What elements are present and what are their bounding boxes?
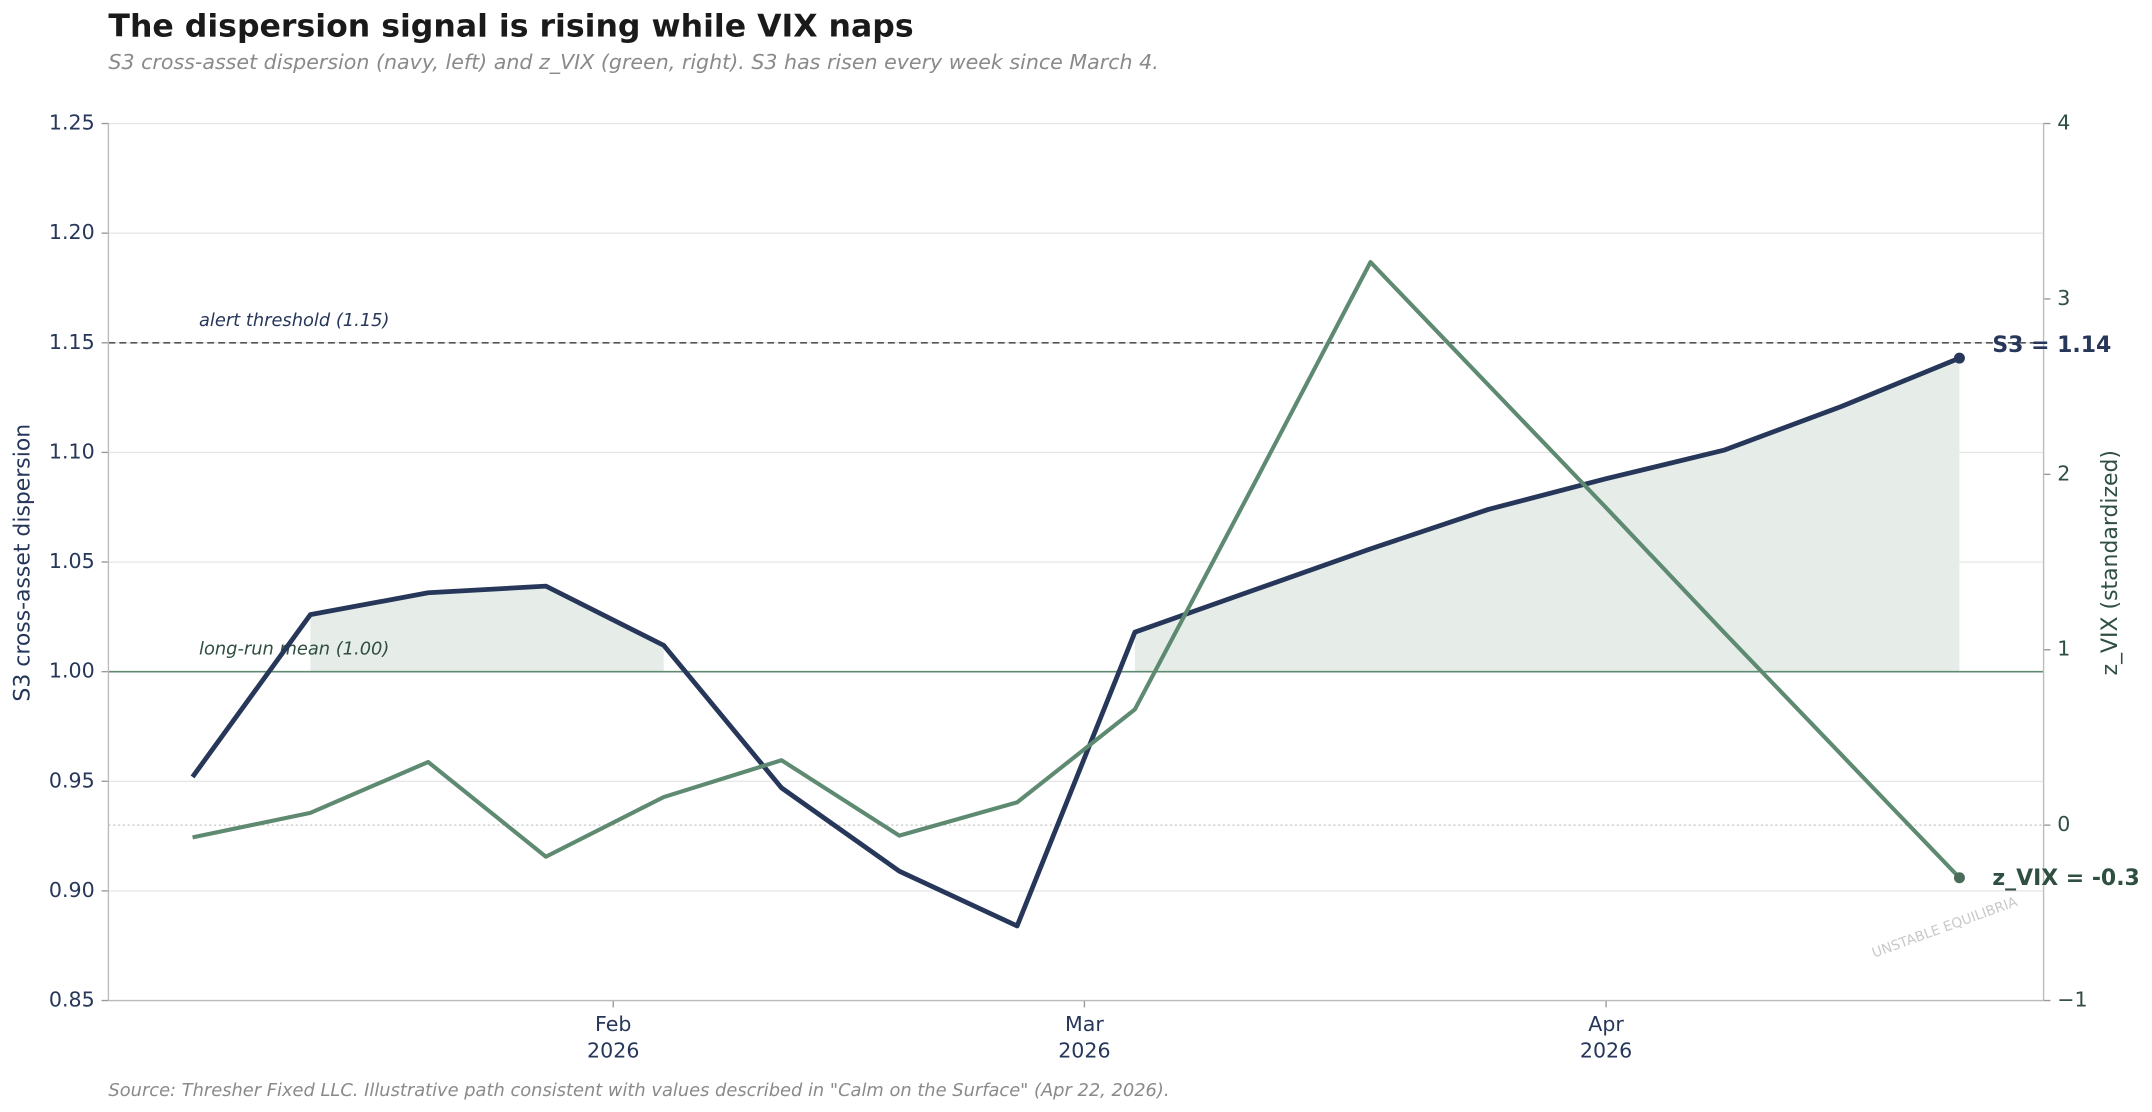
y2-tick-label: 1 (2057, 637, 2070, 661)
end-label: z_VIX = -0.3 (1992, 866, 2139, 891)
y2-tick-label: 3 (2057, 286, 2070, 310)
end-dot (1953, 872, 1965, 884)
x-tick-label: Apr 2026 (1580, 1012, 1632, 1062)
end-label: S3 = 1.14 (1992, 333, 2111, 358)
series-line (190, 355, 1961, 929)
chart-subtitle: S3 cross-asset dispersion (navy, left) a… (108, 50, 1158, 75)
x-tick-label-line: 2026 (1580, 1038, 1632, 1062)
y2-axis-label: z_VIX (standardized) (2098, 450, 2123, 675)
y-tick-label: 0.95 (49, 768, 95, 792)
y2-tick-label: 0 (2057, 812, 2070, 836)
y2-tick-label: 2 (2057, 461, 2070, 485)
source-note: Source: Thresher Fixed LLC. Illustrative… (108, 1080, 1169, 1101)
x-tick-label-line: 2026 (1058, 1038, 1110, 1062)
y-axis-label: S3 cross-asset dispersion (10, 424, 35, 702)
end-dot (1953, 352, 1965, 364)
shade-above-mean (1134, 358, 1960, 672)
reference-label: alert threshold (1.15) (199, 310, 389, 331)
y-tick-label: 1.25 (49, 111, 95, 135)
x-tick-label-line: Apr (1588, 1012, 1624, 1036)
y-tick-label: 0.90 (49, 878, 95, 902)
x-tick-label: Mar 2026 (1058, 1012, 1110, 1062)
y-tick-label: 1.00 (49, 659, 95, 683)
y-tick-label: 1.15 (49, 330, 95, 354)
x-tick-label-line: 2026 (587, 1038, 639, 1062)
watermark: UNSTABLE EQUILIBRIA (1870, 894, 2020, 962)
chart-title: The dispersion signal is rising while VI… (108, 8, 913, 44)
y-tick-label: 1.10 (49, 439, 95, 463)
y2-tick-label: −1 (2057, 988, 2087, 1012)
x-tick-label: Feb 2026 (587, 1012, 639, 1062)
y-tick-label: 0.85 (49, 988, 95, 1012)
x-tick-label-line: Mar (1065, 1012, 1104, 1036)
series-line (192, 260, 1961, 880)
reference-label: long-run mean (1.00) (199, 639, 389, 660)
y-tick-label: 1.20 (49, 220, 95, 244)
y2-tick-label: 4 (2057, 111, 2070, 135)
x-tick-label-line: Feb (595, 1012, 631, 1036)
shade-above-mean (310, 586, 664, 672)
y-tick-label: 1.05 (49, 549, 95, 573)
